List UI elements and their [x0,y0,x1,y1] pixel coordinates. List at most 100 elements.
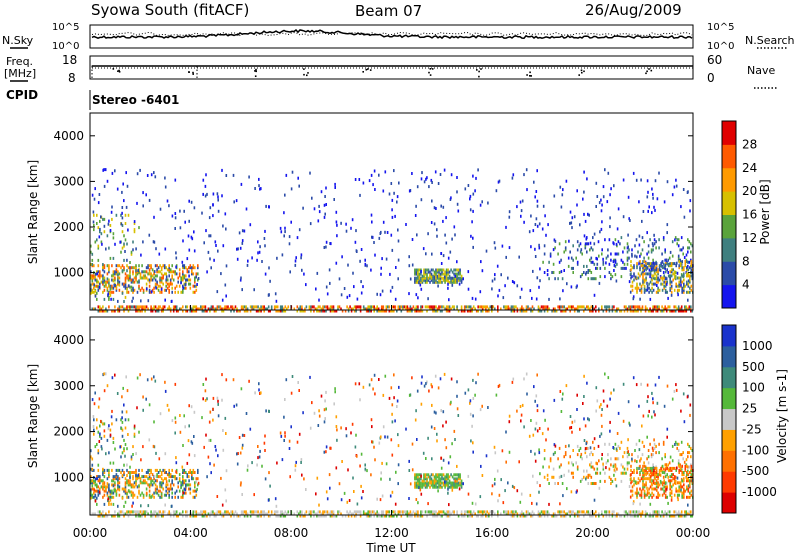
velocity-echo [108,475,110,479]
power-echo [589,269,591,272]
velocity-echo [118,512,121,516]
velocity-echo [118,485,121,489]
velocity-echo [417,479,419,483]
power-echo [450,196,452,200]
velocity-echo [121,487,124,491]
power-echo [121,269,124,273]
velocity-echo [634,449,636,452]
velocity-echo [90,480,92,484]
noise-left-tick-bottom: 10^0 [52,41,79,52]
velocity-echo [669,487,671,491]
velocity-echo [367,510,369,514]
power-echo [658,171,660,175]
power-echo [682,252,684,256]
velocity-echo [450,483,452,487]
nave-dip-point [117,70,119,72]
velocity-echo [628,461,630,465]
power-echo [212,192,215,196]
velocity-echo [322,512,324,516]
power-echo [435,268,437,272]
velocity-echo [584,451,587,455]
velocity-echo [263,512,265,516]
velocity-echo [96,443,98,446]
velocity-echo [669,483,671,487]
power-echo [393,191,395,195]
velocity-echo [549,457,552,461]
power-echo [491,287,493,291]
power-echo [625,305,627,309]
velocity-echo [622,471,624,475]
power-echo [609,225,611,229]
power-echo [148,288,151,292]
power-echo [236,257,239,261]
power-echo [526,188,528,192]
velocity-echo [105,512,107,516]
velocity-echo [140,458,142,462]
velocity-echo [647,449,650,452]
power-echo [433,278,436,282]
velocity-echo [417,475,419,479]
velocity-echo [486,510,489,514]
velocity-echo [497,499,499,503]
velocity-echo [664,466,667,470]
velocity-echo [543,449,546,452]
power-echo [182,288,184,292]
nave-dip-point [431,68,434,70]
velocity-echo [429,510,431,514]
power-echo [441,305,443,309]
velocity-echo [234,510,237,514]
power-echo [435,276,437,280]
power-echo [546,307,549,311]
velocity-echo [687,479,690,483]
power-echo [614,238,617,242]
velocity-echo [114,373,116,377]
velocity-echo [530,512,532,516]
velocity-echo [186,473,189,477]
velocity-echo [628,512,630,516]
power-echo [402,305,404,309]
velocity-echo [260,512,262,516]
power-echo [124,238,127,242]
power-echo [114,242,116,246]
power-echo [123,244,125,248]
power-echo [632,305,635,309]
velocity-echo [126,512,128,516]
velocity-echo [126,389,129,393]
power-echo [129,276,131,280]
velocity-echo [657,495,659,499]
velocity-echo [683,471,685,474]
velocity-echo [106,514,109,518]
power-echo [439,268,442,272]
nave-dip-point [369,69,372,71]
power-echo [426,176,428,180]
power-echo [347,263,349,267]
velocity-echo [129,479,131,483]
velocity-echo [368,512,371,516]
power-echo [418,274,421,278]
power-echo [379,309,381,313]
velocity-echo [144,512,146,516]
velocity-echo [646,466,649,470]
power-echo [622,250,624,254]
power-echo [283,234,285,238]
power-echo [438,276,440,280]
power-echo [105,247,107,251]
power-echo [657,290,659,294]
velocity-echo [640,382,642,386]
velocity-echo [485,512,487,516]
power-echo [175,305,178,309]
power-echo [443,168,446,172]
velocity-echo [589,453,591,457]
velocity-echo [263,514,265,518]
velocity-echo [671,444,674,448]
velocity-echo [637,455,639,459]
power-echo [203,305,205,309]
velocity-echo [178,477,181,481]
velocity-echo [635,383,638,387]
power-echo [171,282,173,286]
velocity-echo [168,408,170,412]
power-echo [655,246,657,250]
power-echo [294,259,297,263]
power-echo [480,305,482,309]
power-echo [465,305,467,309]
